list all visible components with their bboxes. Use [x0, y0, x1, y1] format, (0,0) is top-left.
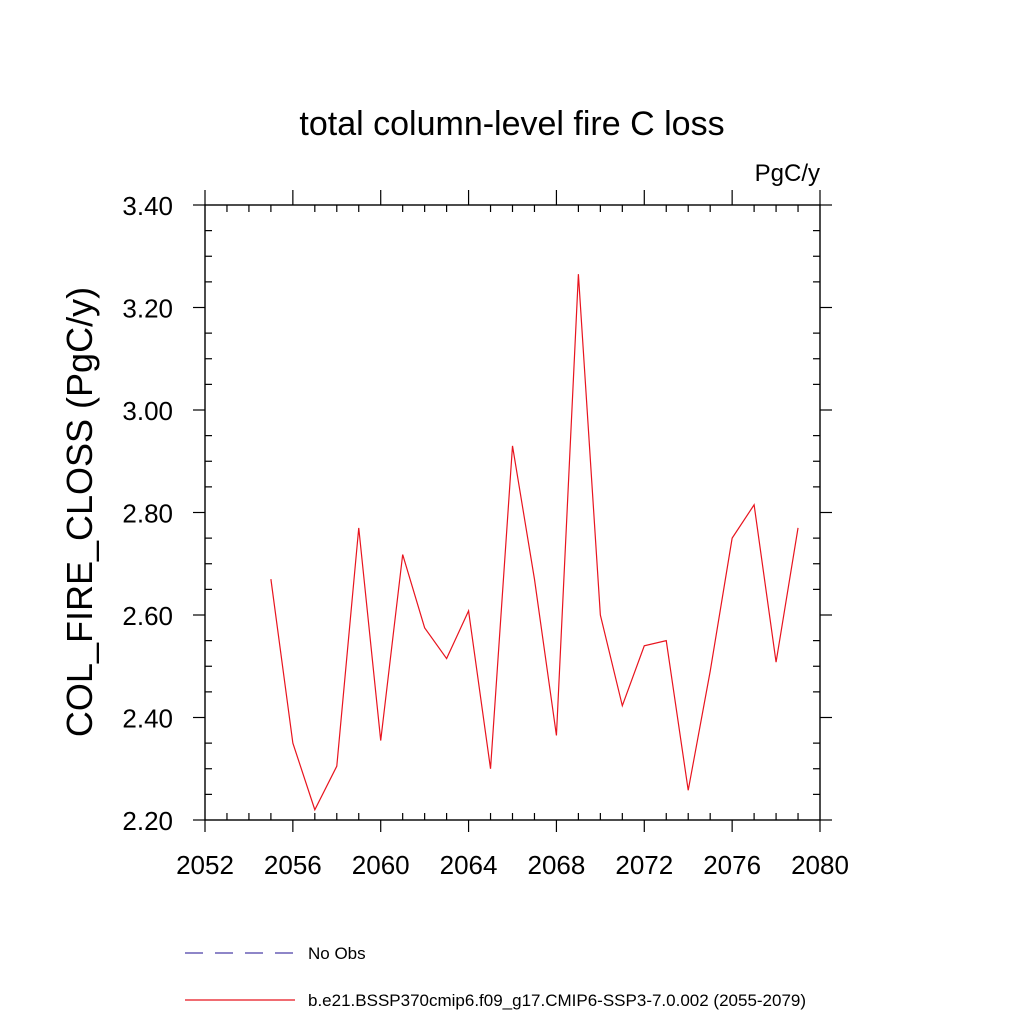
x-tick-label: 2060	[352, 850, 410, 880]
x-tick-label: 2076	[703, 850, 761, 880]
axis-ticks	[193, 190, 832, 832]
y-axis-label: COL_FIRE_CLOSS (PgC/y)	[59, 287, 100, 737]
x-tick-label: 2072	[615, 850, 673, 880]
x-tick-label: 2068	[528, 850, 586, 880]
legend: No Obs b.e21.BSSP370cmip6.f09_g17.CMIP6-…	[185, 944, 806, 1010]
y-tick-label: 2.40	[122, 704, 173, 734]
x-tick-label: 2056	[264, 850, 322, 880]
series-layer	[270, 274, 799, 812]
y-tick-label: 2.20	[122, 806, 173, 836]
x-tick-label: 2052	[176, 850, 234, 880]
series-line	[270, 274, 799, 812]
y-tick-label: 3.00	[122, 396, 173, 426]
axis-tick-labels: 2052 2056 2060 2064 2068 2072 2076 2080 2.20 2.40…	[122, 191, 849, 880]
x-tick-label: 2064	[440, 850, 498, 880]
units-label: PgC/y	[755, 160, 820, 187]
plot-frame	[204, 204, 821, 821]
y-tick-label: 2.60	[122, 601, 173, 631]
chart-title: total column-level fire C loss	[299, 105, 724, 143]
x-tick-label: 2080	[791, 850, 849, 880]
legend-label-no-obs: No Obs	[308, 944, 366, 963]
y-tick-label: 3.40	[122, 191, 173, 221]
y-tick-label: 2.80	[122, 499, 173, 529]
legend-label-model-run: b.e21.BSSP370cmip6.f09_g17.CMIP6-SSP3-7.…	[308, 991, 806, 1010]
y-tick-label: 3.20	[122, 294, 173, 324]
